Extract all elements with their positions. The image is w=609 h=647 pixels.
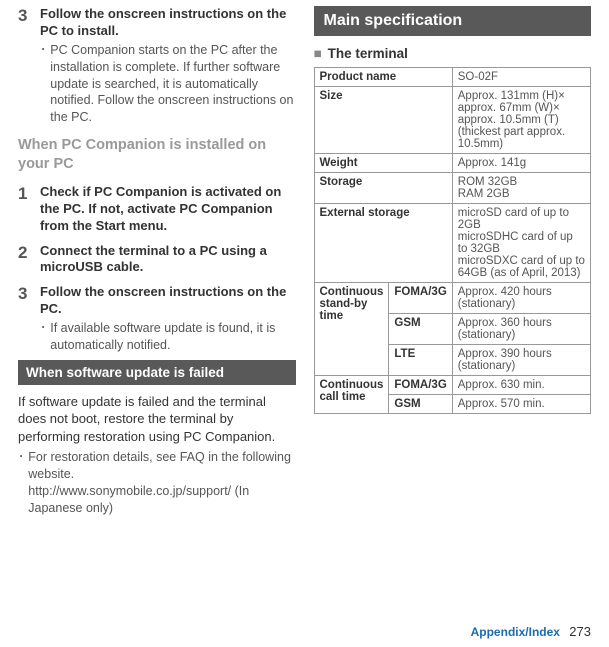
fail-bullet: ･ For restoration details, see FAQ in th… — [18, 449, 296, 517]
spec-subheader: GSM — [389, 395, 452, 414]
spec-value: Approx. 630 min. — [452, 376, 590, 395]
spec-header: Weight — [314, 154, 452, 173]
step-title: Follow the onscreen instructions on the … — [40, 6, 296, 40]
subheading-text: The terminal — [328, 46, 408, 61]
spec-value: Approx. 360 hours (stationary) — [452, 314, 590, 345]
table-row: Size Approx. 131mm (H)× approx. 67mm (W)… — [314, 87, 591, 154]
step-title: Check if PC Companion is activated on th… — [40, 184, 296, 235]
left-column: 3 Follow the onscreen instructions on th… — [18, 6, 296, 517]
square-icon: ■ — [314, 46, 322, 61]
spec-value: Approx. 141g — [452, 154, 590, 173]
spec-value: Approx. 131mm (H)× approx. 67mm (W)× app… — [452, 87, 590, 154]
step-2-connect: 2 Connect the terminal to a PC using a m… — [18, 243, 296, 279]
fail-heading-bar: When software update is failed — [18, 360, 296, 385]
step-bullet: ･ If available software update is found,… — [40, 320, 296, 354]
step-bullet: ･ PC Companion starts on the PC after th… — [40, 42, 296, 126]
spec-subheader: FOMA/3G — [389, 283, 452, 314]
table-row: Product name SO-02F — [314, 68, 591, 87]
page-footer: Appendix/Index 273 — [471, 624, 591, 639]
step-number: 3 — [18, 6, 40, 126]
spec-value: Approx. 420 hours (stationary) — [452, 283, 590, 314]
spec-value: SO-02F — [452, 68, 590, 87]
spec-header: Product name — [314, 68, 452, 87]
spec-header: External storage — [314, 204, 452, 283]
main-spec-bar: Main specification — [314, 6, 592, 36]
gray-subheading: When PC Companion is installed on your P… — [18, 136, 296, 174]
table-row: External storage microSD card of up to 2… — [314, 204, 591, 283]
spec-header: Storage — [314, 173, 452, 204]
step-3-install: 3 Follow the onscreen instructions on th… — [18, 6, 296, 126]
footer-page-number: 273 — [569, 624, 591, 639]
spec-header: Size — [314, 87, 452, 154]
spec-value: microSD card of up to 2GB microSDHC card… — [452, 204, 590, 283]
right-column: Main specification ■ The terminal Product… — [314, 6, 592, 517]
table-row: Continuous stand-by time FOMA/3G Approx.… — [314, 283, 591, 314]
bullet-dot-icon: ･ — [40, 320, 46, 354]
table-row: Storage ROM 32GB RAM 2GB — [314, 173, 591, 204]
fail-body-text: If software update is failed and the ter… — [18, 393, 296, 446]
step-1-check: 1 Check if PC Companion is activated on … — [18, 184, 296, 237]
bullet-text: PC Companion starts on the PC after the … — [50, 42, 295, 126]
table-row: Continuous call time FOMA/3G Approx. 630… — [314, 376, 591, 395]
step-3-follow: 3 Follow the onscreen instructions on th… — [18, 284, 296, 354]
bullet-text: For restoration details, see FAQ in the … — [28, 449, 295, 517]
step-title: Connect the terminal to a PC using a mic… — [40, 243, 296, 277]
spec-value: ROM 32GB RAM 2GB — [452, 173, 590, 204]
bullet-text: If available software update is found, i… — [50, 320, 295, 354]
spec-subheader: LTE — [389, 345, 452, 376]
step-number: 1 — [18, 184, 40, 237]
spec-subheader: FOMA/3G — [389, 376, 452, 395]
spec-value: Approx. 570 min. — [452, 395, 590, 414]
spec-header: Continuous stand-by time — [314, 283, 389, 376]
spec-subheader: GSM — [389, 314, 452, 345]
step-number: 3 — [18, 284, 40, 354]
terminal-subheading: ■ The terminal — [314, 46, 592, 61]
bullet-dot-icon: ･ — [18, 449, 24, 517]
step-title: Follow the onscreen instructions on the … — [40, 284, 296, 318]
spec-header: Continuous call time — [314, 376, 389, 414]
spec-table: Product name SO-02F Size Approx. 131mm (… — [314, 67, 592, 414]
step-number: 2 — [18, 243, 40, 279]
table-row: Weight Approx. 141g — [314, 154, 591, 173]
spec-value: Approx. 390 hours (stationary) — [452, 345, 590, 376]
bullet-dot-icon: ･ — [40, 42, 46, 126]
footer-section-label: Appendix/Index — [471, 625, 560, 639]
